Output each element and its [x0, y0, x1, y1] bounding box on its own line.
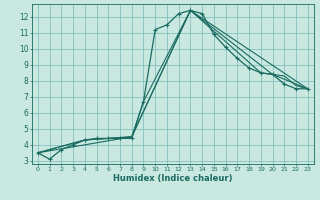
X-axis label: Humidex (Indice chaleur): Humidex (Indice chaleur): [113, 174, 233, 183]
